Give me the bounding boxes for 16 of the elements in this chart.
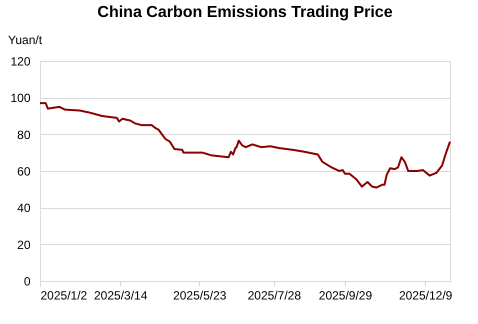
x-tick-label: 2025/7/28 [248, 288, 302, 302]
x-tick-label: 2025/12/9 [398, 288, 453, 302]
x-tick-label: 2025/5/23 [173, 288, 227, 302]
y-tick-label: 100 [10, 91, 31, 106]
y-tick-label: 40 [17, 201, 31, 216]
y-tick-label: 20 [17, 238, 31, 252]
line-series [39, 102, 451, 188]
y-tick-label: 60 [17, 164, 31, 178]
x-tick-label: 2025/9/29 [318, 288, 372, 302]
y-tick-label: 0 [24, 274, 31, 288]
x-tick-label: 2025/3/14 [94, 288, 148, 302]
y-tick-label: 120 [10, 54, 31, 68]
chart-title: China Carbon Emissions Trading Price [97, 4, 393, 21]
x-tick-label: 2025/1/2 [40, 288, 88, 302]
y-axis-title: Yuan/t [8, 33, 43, 47]
y-tick-label: 80 [17, 128, 31, 142]
